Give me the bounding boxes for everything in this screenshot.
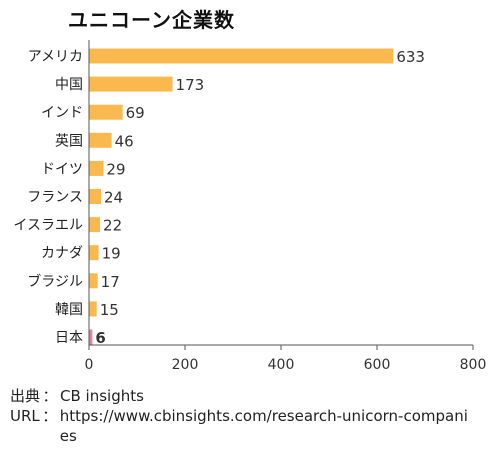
bar-1 bbox=[89, 76, 173, 92]
chart-title: ユニコーン企業数 bbox=[68, 8, 235, 32]
value-label-5: 24 bbox=[104, 189, 123, 207]
url-label: URL bbox=[10, 407, 40, 425]
category-label-7: カナダ bbox=[41, 246, 83, 262]
category-label-4: ドイツ bbox=[41, 161, 83, 177]
source-value: CB insights bbox=[60, 387, 144, 405]
url-value[interactable]: https://www.cbinsights.com/research-unic… bbox=[59, 407, 468, 445]
category-label-9: 韓国 bbox=[55, 302, 83, 318]
category-label-0: アメリカ bbox=[28, 49, 83, 65]
value-label-10: 6 bbox=[95, 329, 105, 347]
value-label-1: 173 bbox=[176, 76, 205, 94]
source-block: 出典 ： CB insights URL ： https://www.cbins… bbox=[10, 386, 470, 446]
x-tick-label-1: 200 bbox=[172, 357, 199, 373]
x-tick-label-3: 600 bbox=[364, 357, 391, 373]
x-tick-label-2: 400 bbox=[268, 357, 295, 373]
source-separator: ： bbox=[42, 387, 58, 405]
category-label-1: 中国 bbox=[55, 77, 83, 93]
value-label-3: 46 bbox=[115, 132, 134, 150]
value-label-0: 633 bbox=[396, 48, 425, 66]
value-label-7: 19 bbox=[102, 245, 121, 263]
bar-10 bbox=[89, 329, 93, 345]
bar-9 bbox=[89, 301, 97, 317]
category-label-6: イスラエル bbox=[13, 218, 83, 234]
source-label: 出典 bbox=[10, 387, 41, 405]
category-label-10: 日本 bbox=[55, 330, 83, 346]
x-tick-label-4: 800 bbox=[460, 357, 487, 373]
bar-0 bbox=[89, 48, 394, 64]
category-label-2: インド bbox=[41, 105, 83, 121]
value-label-9: 15 bbox=[100, 301, 119, 319]
category-label-5: フランス bbox=[27, 190, 83, 206]
bar-chart: アメリカ 633 中国 173 インド 69 英国 46 ドイツ 29 フランス 24 イスラエル 22 カ… bbox=[13, 40, 487, 373]
url-line: URL ： https://www.cbinsights.com/researc… bbox=[10, 406, 470, 446]
bar-6 bbox=[89, 217, 101, 233]
value-label-2: 69 bbox=[126, 104, 145, 122]
x-tick-label-0: 0 bbox=[85, 357, 94, 373]
bar-3 bbox=[89, 132, 112, 148]
value-label-4: 29 bbox=[106, 160, 125, 178]
bar-4 bbox=[89, 160, 104, 176]
value-label-8: 17 bbox=[101, 273, 120, 291]
category-label-3: 英国 bbox=[55, 132, 83, 149]
bar-8 bbox=[89, 273, 98, 289]
category-label-8: ブラジル bbox=[27, 273, 83, 290]
value-label-6: 22 bbox=[103, 217, 122, 235]
source-line: 出典 ： CB insights bbox=[10, 386, 470, 406]
bar-5 bbox=[89, 189, 102, 204]
url-separator: ： bbox=[42, 407, 58, 425]
bar-7 bbox=[89, 245, 99, 261]
bar-2 bbox=[89, 104, 123, 120]
